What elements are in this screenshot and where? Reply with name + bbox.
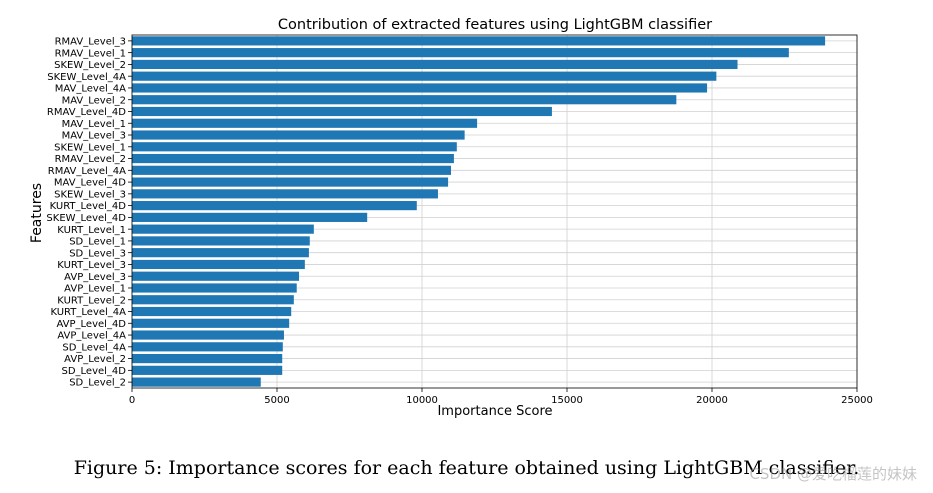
bar [132,201,417,211]
y-tick-label: RMAV_Level_3 [55,36,126,47]
bar [132,377,261,387]
bar [132,365,283,375]
bar [132,283,297,293]
y-tick-label: AVP_Level_4D [56,319,126,330]
bar [132,189,438,199]
bar [132,130,465,140]
y-tick-label: MAV_Level_4D [54,178,126,189]
bar [132,59,738,70]
bar [132,71,717,81]
y-tick-label: SKEW_Level_4D [46,213,126,224]
bar [132,106,552,117]
bar [132,212,368,222]
bar [132,165,451,175]
bar [132,318,290,328]
y-tick-labels: RMAV_Level_3RMAV_Level_1SKEW_Level_2SKEW… [46,36,132,389]
y-tick-label: KURT_Level_4A [50,307,126,318]
bar [132,95,677,105]
x-tick-label: 25000 [841,395,873,406]
x-tick-label: 0 [129,395,135,406]
bar [132,306,292,317]
x-tick-label: 15000 [551,395,583,406]
bar [132,48,789,58]
y-tick-label: KURT_Level_1 [57,225,126,236]
bar-series [132,36,826,387]
x-tick-labels: 0 5000 10000 15000 20000 25000 [129,388,873,406]
y-tick-label: SKEW_Level_3 [54,189,126,200]
y-tick-label: SD_Level_2 [69,378,126,389]
bar [132,153,454,164]
bar [132,259,305,270]
y-tick-label: KURT_Level_2 [57,295,126,306]
y-tick-label: RMAV_Level_1 [55,48,126,59]
y-tick-label: SKEW_Level_4A [47,72,126,83]
y-tick-label: SD_Level_3 [69,248,126,259]
x-tick-label: 10000 [406,395,438,406]
bar [132,271,300,281]
watermark: CSDN @爱吃榴莲的妹妹 [749,465,917,483]
x-axis-label: Importance Score [437,404,552,419]
bar [132,177,449,187]
bar [132,353,283,364]
y-tick-label: AVP_Level_3 [64,272,126,283]
y-tick-label: SKEW_Level_2 [54,60,126,71]
y-tick-label: SD_Level_4D [61,366,126,377]
bar [132,236,310,246]
bar [132,330,284,340]
y-tick-label: RMAV_Level_4D [47,107,126,118]
bar [132,118,478,128]
bar [132,295,294,305]
y-tick-label: SD_Level_4A [62,342,126,353]
bar [132,36,826,46]
y-tick-label: RMAV_Level_2 [55,154,126,165]
y-tick-label: MAV_Level_4A [55,84,126,95]
y-tick-label: AVP_Level_1 [64,284,126,295]
y-tick-label: AVP_Level_4A [57,331,126,342]
y-tick-label: SKEW_Level_1 [54,142,126,153]
y-tick-label: MAV_Level_2 [62,95,126,106]
bar [132,142,457,152]
bar [132,248,309,258]
chart-title: Contribution of extracted features using… [278,17,712,33]
y-tick-label: KURT_Level_3 [57,260,126,271]
figure-caption: Figure 5: Importance scores for each fea… [73,457,860,479]
y-tick-label: AVP_Level_2 [64,354,126,365]
y-tick-label: KURT_Level_4D [50,201,127,212]
y-tick-label: MAV_Level_1 [62,119,126,130]
y-tick-label: RMAV_Level_4A [48,166,126,177]
feature-importance-chart: Contribution of extracted features using… [29,17,873,419]
bar [132,224,314,234]
plot-frame [131,34,858,389]
x-tick-label: 5000 [264,395,289,406]
x-tick-label: 20000 [696,395,728,406]
y-tick-label: MAV_Level_3 [62,131,126,142]
y-axis-label: Features [29,183,45,243]
bar [132,83,708,93]
bar [132,342,283,352]
y-tick-label: SD_Level_1 [69,237,126,248]
